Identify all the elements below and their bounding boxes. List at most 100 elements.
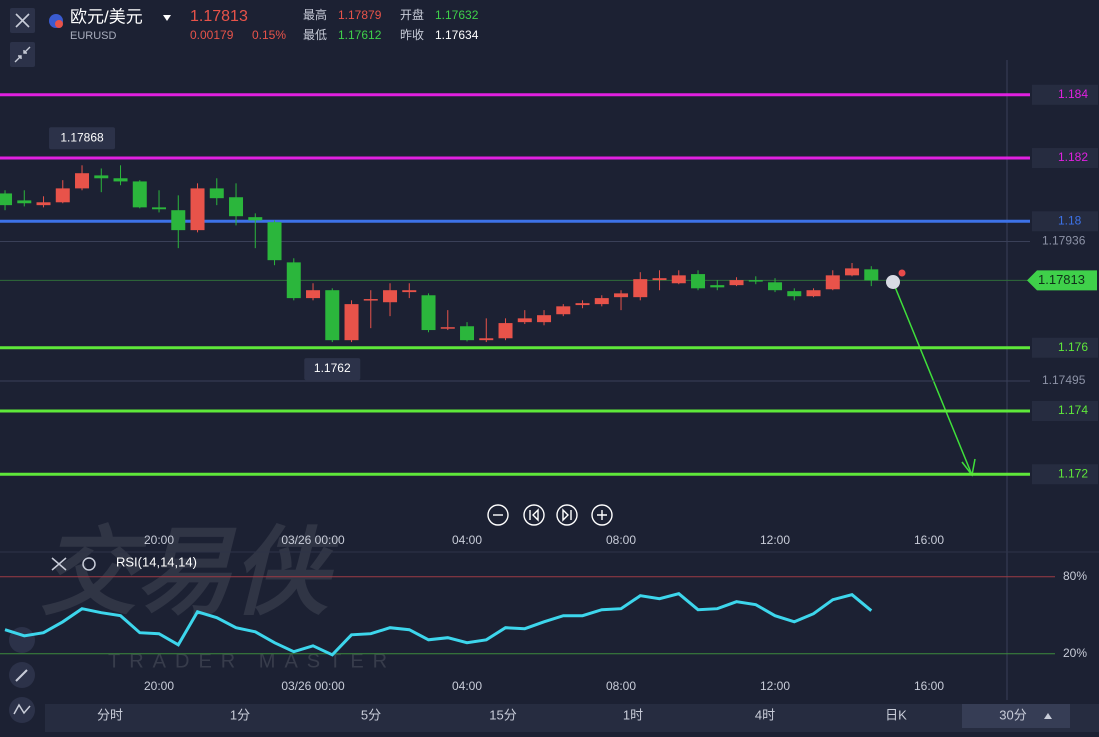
x-tick-label: 12:00 [760, 679, 790, 693]
candle-body [479, 338, 494, 341]
stat-label: 开盘 [400, 7, 424, 22]
x-tick-label: 08:00 [606, 533, 636, 547]
stat-value: 1.17632 [435, 8, 479, 22]
candle-body [845, 268, 860, 276]
last-button[interactable] [556, 504, 578, 526]
candle-body [113, 178, 128, 182]
candle-body [575, 303, 590, 306]
price-tag: 1.182 [1058, 150, 1088, 164]
candle-body [691, 274, 706, 289]
candle-body [787, 291, 802, 297]
candle-body [402, 290, 417, 293]
alert-dot [898, 269, 906, 277]
candle-body [75, 173, 90, 189]
timeframe-tab[interactable]: 5分 [361, 707, 381, 722]
x-tick-label: 03/26 00:00 [281, 679, 345, 693]
candle-body [229, 197, 244, 217]
timeframe-tab[interactable]: 1分 [230, 707, 250, 722]
price-tag: 1.18 [1058, 213, 1082, 227]
candle-body [652, 278, 667, 281]
rsi-close[interactable] [51, 557, 67, 571]
candle-body [440, 327, 455, 329]
candle-body [209, 188, 224, 199]
first-button[interactable] [523, 504, 545, 526]
price-tag-bg [1032, 401, 1098, 421]
price-level-label: 1.17936 [1042, 234, 1086, 248]
rsi-settings[interactable] [82, 557, 96, 571]
price-tag-bg [1032, 337, 1098, 358]
flag-icon [55, 20, 63, 28]
watermark-title: 交易侠 [40, 519, 340, 626]
tab-dropdown-icon[interactable] [1044, 713, 1052, 719]
candle-body [710, 285, 725, 288]
candle-body [864, 269, 879, 281]
candle-body [248, 217, 263, 221]
zoom-in-button[interactable] [591, 504, 613, 526]
last-price-tag-bg [1027, 270, 1097, 291]
drawn-arrow [892, 281, 973, 476]
price-tag: 1.174 [1058, 403, 1088, 417]
watermark-subtitle: TRADER MASTER [108, 650, 396, 672]
min-label-bg [304, 358, 361, 381]
shrink-icon [14, 46, 31, 63]
timeframe-tab[interactable]: 1时 [623, 707, 643, 722]
candle-body [614, 293, 629, 298]
candle-body [325, 290, 340, 341]
candle-body [190, 188, 205, 231]
legend-label: RSI(14,14,14) [116, 554, 197, 569]
rsi-line [4, 592, 873, 657]
price-tag-bg [1032, 84, 1098, 105]
timeframe-tab[interactable]: 日K [885, 707, 907, 722]
stat-label: 最低 [303, 28, 327, 42]
x-tick-label: 20:00 [144, 679, 174, 693]
candle-body [0, 193, 13, 206]
nav-buttons [487, 504, 613, 526]
price-tag-bg [1032, 148, 1098, 169]
price-level-label: 1.17495 [1042, 373, 1086, 387]
price-tag-bg [1032, 211, 1098, 232]
timeframe-tab[interactable]: 30分 [999, 707, 1026, 722]
max-label: 1.17868 [60, 130, 104, 144]
header-price: 1.17813 [190, 8, 248, 25]
candle-body [729, 280, 744, 286]
candle-body [286, 262, 301, 299]
instrument-name: 欧元/美元 [70, 7, 143, 26]
price-tag: 1.184 [1058, 87, 1088, 101]
price-tag: 1.176 [1058, 340, 1088, 354]
candle-body [36, 202, 51, 206]
tab-bar [45, 704, 1099, 732]
zoom-out-button[interactable] [487, 504, 509, 526]
dropdown-icon[interactable] [163, 15, 171, 21]
icon [597, 510, 607, 520]
pen-icon [15, 669, 28, 682]
y-tick-label: 20% [1063, 646, 1087, 660]
candle-body [768, 282, 783, 291]
timeframe-tab[interactable]: 4时 [755, 707, 775, 722]
candle-body [825, 275, 840, 290]
x-tick-label: 08:00 [606, 679, 636, 693]
x-tick-label: 20:00 [144, 533, 174, 547]
last-price-tag: 1.17813 [1038, 272, 1085, 287]
header-change: 0.00179 [190, 28, 234, 42]
shrink-button[interactable] [10, 42, 35, 67]
indicator-icon [13, 703, 31, 715]
icon [562, 508, 572, 522]
candle-body [152, 207, 167, 210]
candle-body [344, 304, 359, 341]
candle-body [806, 290, 821, 297]
stat-value: 1.17634 [435, 28, 479, 42]
selected-tab-bg [962, 704, 1070, 728]
timeframe-tab[interactable]: 15分 [489, 707, 516, 722]
candle-body [633, 279, 648, 298]
timeframe-tab[interactable]: 分时 [97, 707, 123, 722]
candle-body [306, 290, 321, 299]
header-change-pct: 0.15% [252, 28, 286, 42]
max-label-bg [49, 127, 116, 150]
price-tag-bg [1032, 464, 1098, 485]
x-tick-label: 03/26 00:00 [281, 533, 345, 547]
info-marker[interactable] [886, 275, 900, 289]
stat-value: 1.17612 [338, 28, 382, 42]
close-icon [15, 13, 30, 28]
